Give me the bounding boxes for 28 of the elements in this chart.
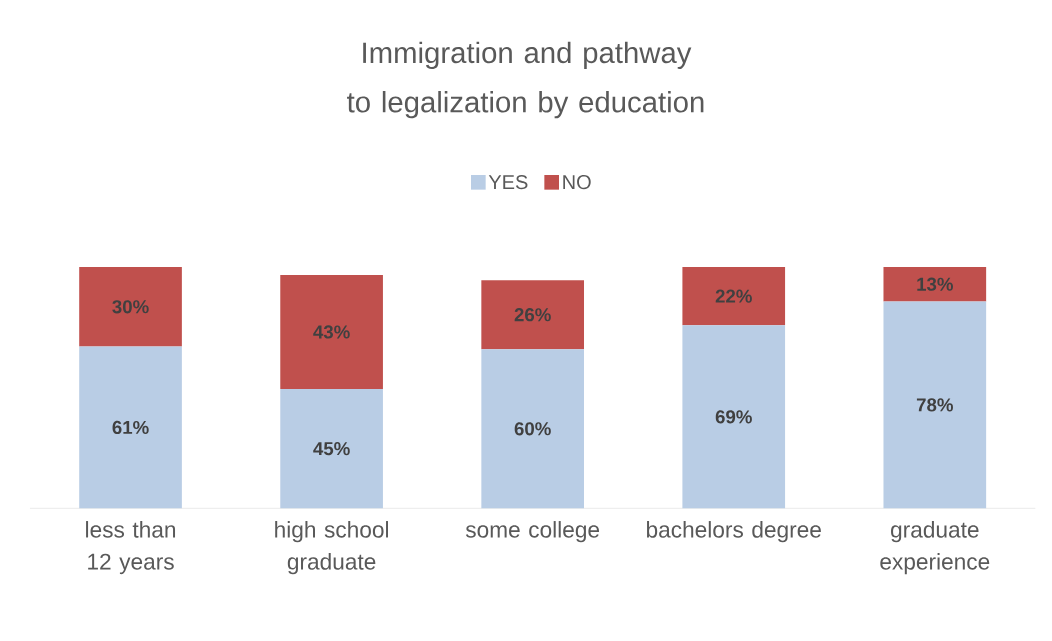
chart-title: Immigration and pathway to legalization by education — [347, 41, 704, 119]
bar — [280, 388, 383, 509]
bar — [883, 266, 987, 302]
bar — [280, 274, 383, 389]
data-label: 78% — [916, 398, 953, 412]
data-label: 60% — [514, 421, 551, 436]
data-label: 43% — [313, 325, 350, 339]
bar — [682, 325, 786, 509]
x-tick-label: less than 12 years — [86, 520, 176, 575]
data-label: 26% — [514, 307, 551, 322]
legend-label: NO — [563, 174, 591, 190]
bar — [682, 266, 786, 326]
x-tick-label: graduate experience — [880, 520, 990, 575]
bar — [481, 349, 585, 509]
legend-label: YES — [488, 174, 528, 190]
bar — [481, 280, 585, 350]
data-label: 45% — [313, 441, 350, 456]
x-tick-label: high school graduate — [275, 520, 389, 575]
bar — [79, 346, 182, 509]
x-tick-label: bachelors degree — [647, 520, 821, 543]
data-label: 13% — [917, 277, 953, 291]
bar — [79, 266, 182, 347]
data-label: 30% — [112, 299, 149, 314]
data-label: 61% — [112, 420, 149, 434]
bar — [883, 301, 987, 509]
data-label: 22% — [715, 289, 752, 303]
data-label: 69% — [715, 410, 752, 424]
x-tick-label: some college — [465, 520, 600, 543]
